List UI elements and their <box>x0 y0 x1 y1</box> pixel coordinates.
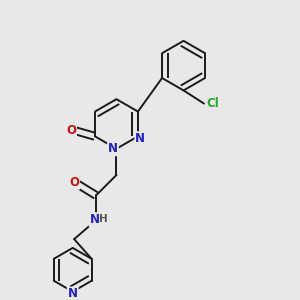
Text: N: N <box>90 213 100 226</box>
Text: H: H <box>99 214 108 224</box>
Text: O: O <box>69 176 79 189</box>
Text: N: N <box>135 132 145 145</box>
Text: N: N <box>68 287 78 300</box>
Text: O: O <box>66 124 76 137</box>
Text: N: N <box>108 142 118 155</box>
Text: Cl: Cl <box>206 97 219 110</box>
